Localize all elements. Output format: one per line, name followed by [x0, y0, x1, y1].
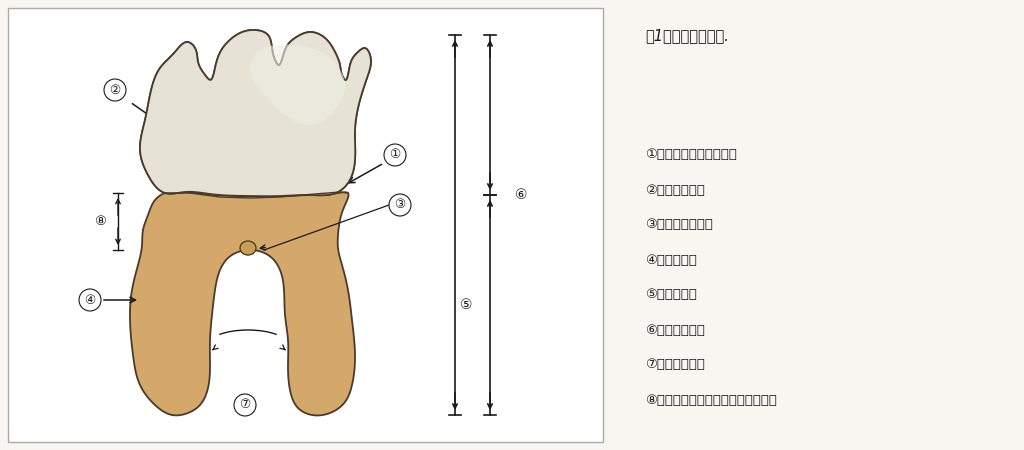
- Text: ⑧: ⑧: [94, 215, 105, 228]
- Polygon shape: [140, 30, 371, 196]
- Text: ②エナメル突起: ②エナメル突起: [645, 184, 705, 197]
- Text: ③: ③: [394, 198, 406, 211]
- Text: ⑥歯冠－歯根比: ⑥歯冠－歯根比: [645, 324, 705, 337]
- Text: ③エナメルパール: ③エナメルパール: [645, 219, 713, 231]
- Text: ②: ②: [110, 84, 121, 96]
- Circle shape: [234, 394, 256, 416]
- Circle shape: [79, 289, 101, 311]
- Ellipse shape: [240, 241, 256, 255]
- Text: ①: ①: [389, 148, 400, 162]
- Text: ⑦: ⑦: [240, 399, 251, 411]
- Text: ①セメント－エナメル境: ①セメント－エナメル境: [645, 148, 737, 162]
- Circle shape: [384, 144, 406, 166]
- Text: ⑧根幹（ルート・トランク）の長さ: ⑧根幹（ルート・トランク）の長さ: [645, 393, 777, 406]
- Text: 図1　各部位の名称.: 図1 各部位の名称.: [645, 28, 729, 43]
- Circle shape: [104, 79, 126, 101]
- Text: ④: ④: [84, 293, 95, 306]
- Text: ⑤歯根の長さ: ⑤歯根の長さ: [645, 288, 697, 302]
- Text: ⑦歯根の離開度: ⑦歯根の離開度: [645, 359, 705, 372]
- Polygon shape: [130, 191, 355, 415]
- Circle shape: [389, 194, 411, 216]
- Text: ⑤: ⑤: [460, 298, 472, 312]
- Bar: [8, 8, 603, 442]
- Text: ④歯根の形態: ④歯根の形態: [645, 253, 697, 266]
- Polygon shape: [140, 30, 371, 196]
- Polygon shape: [250, 45, 345, 125]
- Text: ⑥: ⑥: [515, 188, 527, 202]
